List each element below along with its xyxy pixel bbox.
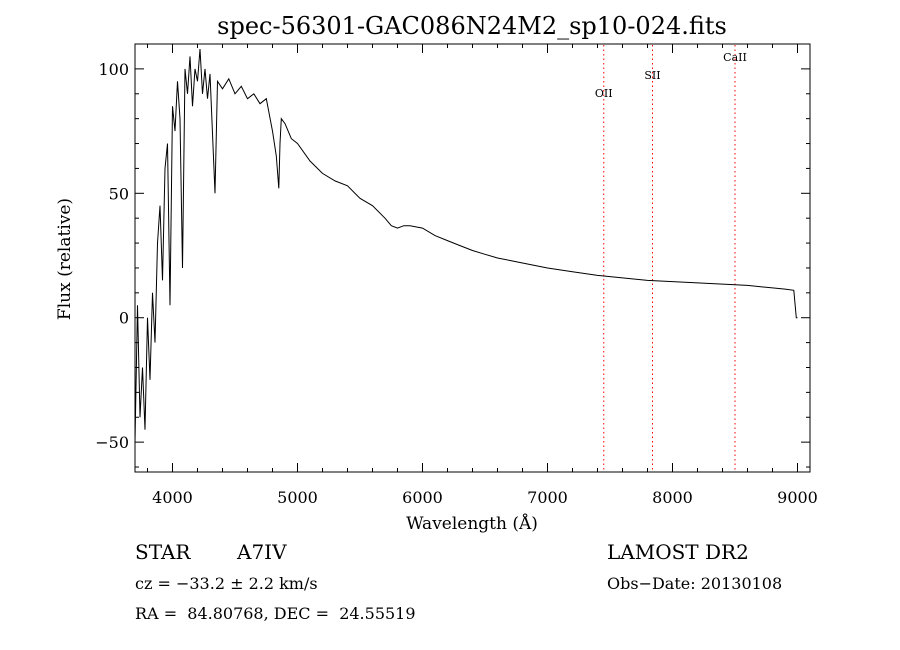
chart-title: spec-56301-GAC086N24M2_sp10-024.fits: [217, 12, 727, 40]
x-tick-label: 4000: [152, 488, 193, 507]
plot-frame: [134, 43, 811, 473]
x-axis-label: Wavelength (Å): [406, 513, 538, 534]
x-tick-label: 8000: [652, 488, 693, 507]
cz-value: cz = −33.2 ± 2.2 km/s: [135, 574, 318, 593]
annotation-label: OII: [595, 87, 613, 100]
annotation-label: SII: [644, 69, 660, 82]
spectrum-line: [134, 48, 798, 443]
annotation-lines: [603, 45, 736, 471]
y-tick-label: 100: [98, 60, 129, 79]
annotation-labels: OII SII CaII: [595, 51, 747, 100]
spectral-subclass: A7IV: [237, 540, 287, 564]
survey-name: LAMOST DR2: [607, 540, 749, 564]
axis-ticks: [135, 43, 810, 472]
annotation-label: CaII: [723, 51, 747, 64]
x-tick-label: 5000: [277, 488, 318, 507]
x-tick-label: 9000: [777, 488, 818, 507]
y-tick-label: 0: [119, 309, 129, 328]
obs-date: Obs−Date: 20130108: [607, 574, 783, 593]
coordinates: RA = 84.80768, DEC = 24.55519: [135, 604, 416, 623]
y-axis-label: Flux (relative): [55, 198, 75, 320]
object-type: STAR: [135, 540, 191, 564]
x-tick-label: 7000: [527, 488, 568, 507]
x-tick-label: 6000: [402, 488, 443, 507]
y-tick-label: −50: [95, 433, 129, 452]
axis-tick-labels: 4000 5000 6000 7000 8000 9000 −50 0 50 100: [95, 60, 818, 507]
y-tick-label: 50: [109, 184, 129, 203]
